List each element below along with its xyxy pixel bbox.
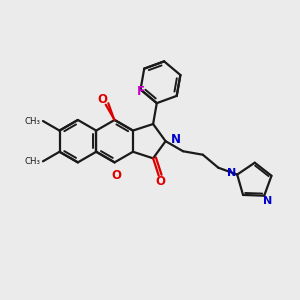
Text: N: N bbox=[171, 133, 181, 146]
Text: O: O bbox=[111, 169, 121, 182]
Text: O: O bbox=[156, 175, 166, 188]
Text: N: N bbox=[227, 168, 236, 178]
Text: O: O bbox=[98, 93, 107, 106]
Text: F: F bbox=[136, 85, 145, 98]
Text: CH₃: CH₃ bbox=[25, 116, 40, 125]
Text: CH₃: CH₃ bbox=[25, 157, 40, 166]
Text: N: N bbox=[263, 196, 272, 206]
